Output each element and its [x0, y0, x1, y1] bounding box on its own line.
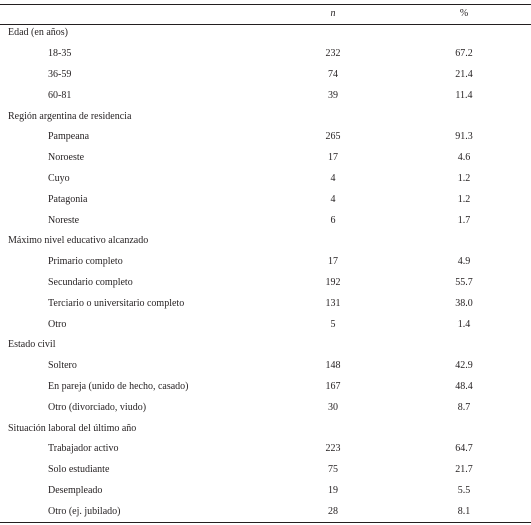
row-pct: 55.7 [455, 277, 473, 288]
row-label: Terciario o universitario completo [48, 297, 185, 309]
row-label: Pampeana [48, 131, 90, 143]
bottom-rule [0, 522, 531, 524]
row-n: 232 [325, 48, 341, 60]
row-n: 167 [325, 381, 341, 392]
row-pct: 4.9 [457, 256, 471, 268]
row-pct: 5.5 [457, 485, 471, 496]
row-pct: 11.4 [455, 89, 473, 101]
row-n: 131 [325, 297, 341, 309]
row-n: 6 [330, 214, 336, 226]
row-label: Otro (ej. jubilado) [48, 505, 121, 517]
row-pct: 1.2 [457, 173, 471, 184]
row-pct: 21.4 [455, 69, 473, 80]
row-n: 17 [328, 256, 338, 268]
row-label: Desempleado [48, 485, 103, 496]
group-title: Máximo nivel educativo alcanzado [8, 235, 149, 247]
row-label: Otro [48, 318, 67, 330]
group-title: Edad (en años) [8, 27, 68, 39]
row-label: Trabajador activo [48, 443, 119, 455]
row-pct: 8.7 [457, 401, 471, 413]
row-n: 39 [328, 89, 338, 101]
row-n: 223 [325, 443, 341, 455]
row-pct: 91.3 [455, 131, 473, 143]
row-pct: 38.0 [455, 297, 473, 309]
row-n: 192 [325, 277, 341, 288]
row-n: 74 [328, 69, 338, 80]
row-label: Otro (divorciado, viudo) [48, 401, 147, 413]
row-n: 265 [325, 131, 341, 143]
row-label: Cuyo [48, 173, 70, 184]
group-title: Región argentina de residencia [8, 110, 132, 122]
header-rule [0, 24, 531, 25]
row-pct: 1.4 [457, 318, 471, 330]
row-n: 4 [330, 193, 336, 205]
row-pct: 48.4 [455, 381, 473, 392]
row-label: Noroeste [48, 152, 85, 164]
row-pct: 67.2 [455, 48, 473, 60]
row-n: 19 [328, 485, 338, 496]
group-title: Estado civil [8, 339, 56, 351]
row-label: 60-81 [48, 89, 72, 101]
header-n: n [330, 8, 336, 19]
row-label: Solo estudiante [48, 464, 110, 476]
row-n: 148 [325, 360, 341, 372]
row-pct: 1.2 [457, 193, 471, 205]
row-n: 75 [328, 464, 338, 476]
row-label: Primario completo [48, 256, 123, 268]
top-rule [0, 4, 531, 5]
row-n: 17 [328, 152, 338, 164]
row-pct: 21.7 [455, 464, 473, 476]
row-pct: 42.9 [455, 360, 473, 372]
group-title: Situación laboral del último año [8, 422, 137, 434]
row-label: 18-35 [48, 48, 72, 60]
row-pct: 1.7 [457, 214, 471, 226]
row-label: Secundario completo [48, 277, 133, 288]
row-n: 5 [330, 318, 336, 330]
row-pct: 8.1 [457, 505, 471, 517]
row-label: Noreste [48, 214, 80, 226]
header-pct: % [459, 8, 469, 19]
row-label: En pareja (unido de hecho, casado) [48, 381, 189, 392]
row-pct: 64.7 [455, 443, 473, 455]
row-n: 4 [330, 173, 336, 184]
row-n: 28 [328, 505, 338, 517]
row-n: 30 [328, 401, 338, 413]
row-pct: 4.6 [457, 152, 471, 164]
row-label: 36-59 [48, 69, 72, 80]
row-label: Patagonia [48, 193, 88, 205]
row-label: Soltero [48, 360, 77, 372]
